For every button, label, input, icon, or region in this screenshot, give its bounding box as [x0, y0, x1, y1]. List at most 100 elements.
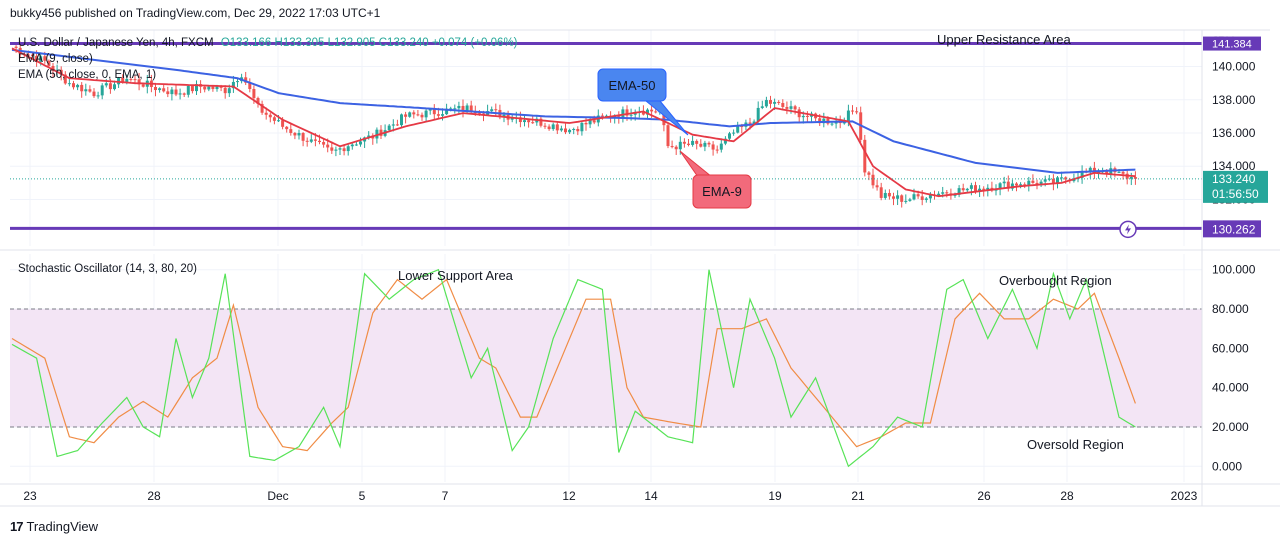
time-tick-label: 19: [768, 489, 782, 503]
candle: [260, 100, 264, 115]
candle: [1051, 174, 1055, 191]
candle: [945, 190, 949, 198]
upper-resistance-label: Upper Resistance Area: [937, 32, 1071, 47]
candle: [400, 113, 403, 128]
candle: [691, 135, 695, 147]
candle: [1080, 165, 1084, 184]
candle: [420, 112, 424, 121]
candle: [699, 139, 703, 148]
candle: [129, 77, 133, 82]
tradingview-mark-icon: 17: [10, 519, 24, 534]
time-tick-label: 23: [23, 489, 37, 503]
time-axis[interactable]: 23 28 Dec 5 7 12 14 19 21 26 28 2023: [23, 489, 1197, 503]
candle: [334, 146, 338, 157]
tradingview-logo[interactable]: 17 TradingView: [10, 519, 98, 534]
candle: [416, 109, 420, 117]
candle: [961, 183, 965, 192]
candle: [957, 185, 961, 198]
candle: [47, 59, 51, 68]
candle: [863, 134, 867, 177]
time-tick-label: 12: [562, 489, 576, 503]
candle: [84, 83, 88, 96]
time-tick-label: 28: [1060, 489, 1074, 503]
resistance-badge[interactable]: 141.384: [1203, 36, 1261, 51]
candle: [822, 112, 826, 128]
candle: [1002, 176, 1006, 189]
candle: [338, 146, 342, 156]
candle: [641, 105, 645, 116]
candle: [883, 189, 887, 200]
candle: [272, 115, 276, 125]
candle: [305, 137, 309, 147]
price-pane[interactable]: [10, 30, 1202, 246]
candle: [137, 72, 141, 91]
time-tick-label: 2023: [1171, 489, 1198, 503]
ema50-callout-text: EMA-50: [609, 78, 656, 93]
time-tick-label: Dec: [267, 489, 288, 503]
candle: [547, 124, 551, 131]
price-tick-label: 140.000: [1212, 60, 1256, 74]
candle: [92, 88, 96, 98]
candle: [904, 194, 908, 204]
candle: [322, 139, 326, 148]
stoch-axis[interactable]: 0.000 20.000 40.000 60.000 80.000 100.000: [1212, 263, 1256, 474]
ema9-callout[interactable]: EMA-9: [679, 150, 752, 209]
candle: [715, 145, 719, 154]
candle: [457, 101, 461, 114]
candle: [412, 110, 416, 119]
candle: [76, 83, 80, 91]
resistance-badge-text: 141.384: [1212, 39, 1252, 51]
last-price-badge-price: 133.240: [1212, 172, 1256, 186]
candle: [670, 140, 674, 149]
candle: [404, 111, 408, 124]
candle: [178, 88, 182, 100]
stoch-tick-label: 40.000: [1212, 381, 1249, 395]
candle: [195, 80, 198, 96]
candle: [88, 85, 92, 93]
candle: [461, 99, 465, 118]
candle: [965, 187, 969, 193]
candle: [387, 123, 391, 132]
legend-symbol: U.S. Dollar / Japanese Yen, 4h, FXCM O13…: [18, 37, 518, 49]
legend-stoch[interactable]: Stochastic Oscillator (14, 3, 80, 20): [18, 263, 197, 275]
legend-ema-slow[interactable]: EMA (50, close, 0, EMA, 1): [18, 69, 156, 81]
candle: [350, 143, 354, 150]
legend-ema-fast[interactable]: EMA (9, close): [18, 53, 93, 65]
support-badge[interactable]: 130.262: [1203, 220, 1261, 238]
candle: [154, 82, 157, 97]
ema50-callout[interactable]: EMA-50: [597, 68, 689, 136]
candle: [346, 143, 350, 156]
candle: [523, 115, 526, 127]
candle: [162, 83, 166, 93]
candle: [756, 101, 760, 123]
stoch-band-lines: [10, 308, 1202, 428]
candle: [875, 179, 879, 191]
candle: [408, 111, 412, 118]
candle: [72, 80, 75, 90]
legend-symbol-text: U.S. Dollar / Japanese Yen, 4h, FXCM: [18, 37, 214, 49]
candle: [166, 86, 170, 98]
candle: [781, 99, 785, 111]
candle: [231, 75, 235, 93]
candle: [879, 182, 883, 201]
candle: [395, 119, 399, 127]
candle: [564, 123, 567, 135]
candle: [711, 141, 715, 156]
candle: [170, 86, 174, 101]
candle: [63, 71, 67, 85]
stoch-tick-label: 100.000: [1212, 263, 1256, 277]
last-price-badge[interactable]: 133.240 01:56:50: [1203, 170, 1268, 203]
ema9-line: [11, 47, 1136, 198]
candle: [769, 95, 772, 109]
stoch-tick-label: 0.000: [1212, 459, 1242, 473]
candle: [55, 64, 59, 77]
alert-icon[interactable]: [1119, 220, 1137, 239]
candle: [96, 91, 100, 99]
candle: [1056, 176, 1059, 189]
oversold-label: Oversold Region: [1027, 437, 1124, 452]
candle: [1027, 176, 1031, 192]
candle: [293, 131, 297, 140]
candle-countdown: 01:56:50: [1212, 187, 1259, 201]
